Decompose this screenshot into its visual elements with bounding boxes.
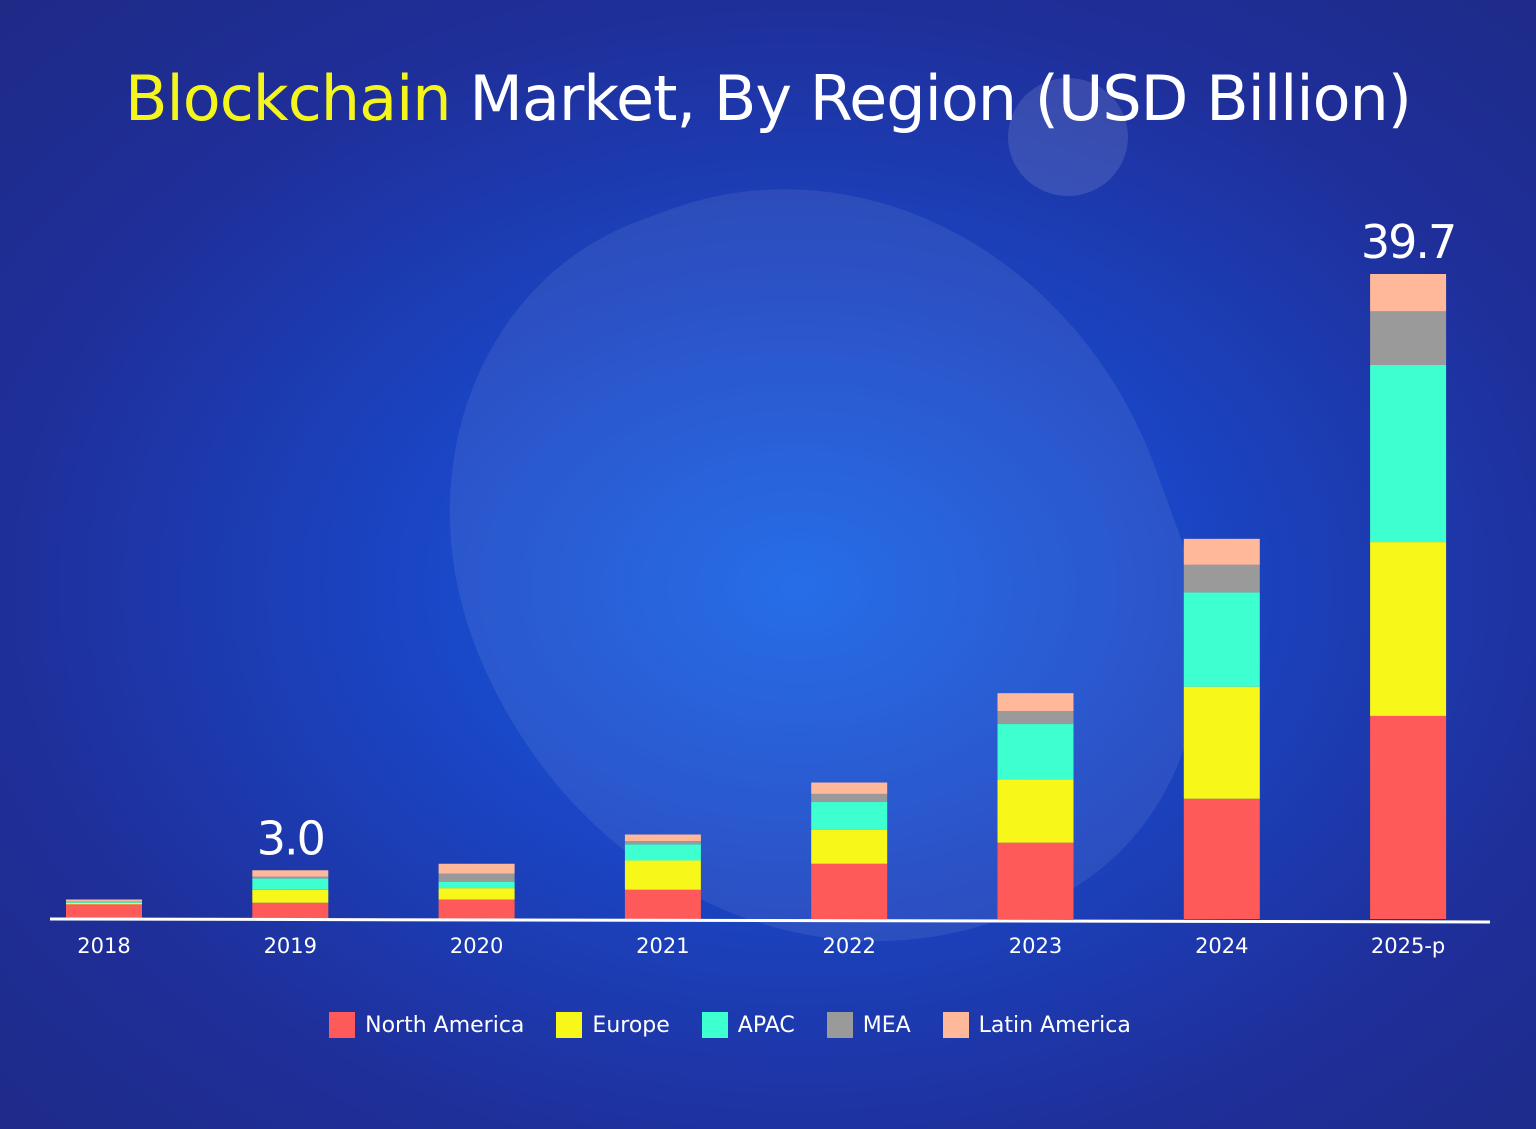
bar-segment-apac-2025-p [1370, 364, 1447, 543]
bar-segment-latin-america-2018 [66, 899, 142, 902]
legend-item: APAC [701, 1012, 795, 1038]
legend-label: Latin America [978, 1012, 1131, 1038]
bar-segment-latin-america-2024 [1183, 538, 1260, 565]
bar-segment-apac-2021 [624, 844, 701, 861]
legend-label: North America [365, 1012, 525, 1038]
legend-item: North America [329, 1012, 524, 1038]
bar-segment-europe-2022 [811, 829, 888, 864]
bar-segment-apac-2019 [252, 878, 329, 890]
legend-label: APAC [737, 1012, 795, 1038]
decorative-circle [1008, 78, 1128, 196]
bar-segment-apac-2022 [811, 802, 888, 830]
bar-segment-latin-america-2023 [997, 693, 1074, 712]
bar-segment-north-america-2018 [66, 904, 142, 919]
bar-segment-latin-america-2025-p [1370, 274, 1447, 312]
x-tick-label: 2021 [636, 934, 689, 958]
legend-item: MEA [826, 1012, 911, 1038]
bar-segment-latin-america-2021 [624, 834, 701, 842]
x-tick-label: 2018 [77, 934, 130, 958]
bar-segment-europe-2018 [66, 902, 142, 905]
data-label: 3.0 [257, 811, 324, 865]
x-tick-label: 2022 [822, 934, 875, 958]
legend-swatch [942, 1012, 969, 1038]
title-highlight: Blockchain [125, 62, 452, 135]
bar-segment-north-america-2025-p [1370, 715, 1447, 919]
data-label: 39.7 [1361, 215, 1455, 269]
title-rest: Market, By Region (USD Billion) [469, 62, 1412, 135]
bar-segment-apac-2020 [438, 881, 515, 889]
bar-segment-mea-2023 [997, 711, 1074, 725]
x-tick-label: 2019 [264, 934, 317, 958]
bar-segment-apac-2018 [66, 901, 142, 903]
bar-segment-north-america-2022 [811, 863, 888, 919]
bar-segment-latin-america-2022 [811, 782, 888, 794]
bar-segment-north-america-2021 [624, 889, 701, 919]
bar-segment-apac-2023 [997, 724, 1074, 780]
x-tick-label: 2025-p [1371, 934, 1445, 958]
bar-segment-apac-2024 [1183, 592, 1260, 687]
bar-segment-north-america-2020 [438, 899, 515, 919]
bar-segment-mea-2019 [252, 876, 329, 879]
legend-swatch [329, 1012, 356, 1038]
x-tick-label: 2020 [450, 934, 503, 958]
legend-label: Europe [592, 1012, 670, 1038]
x-tick-label: 2024 [1195, 934, 1248, 958]
bar-segment-mea-2025-p [1370, 311, 1447, 365]
bar-segment-latin-america-2019 [252, 870, 329, 877]
legend-label: MEA [862, 1012, 911, 1038]
bar-segment-north-america-2024 [1183, 798, 1260, 919]
x-axis-line [49, 917, 1491, 924]
bar-segment-europe-2023 [997, 779, 1074, 843]
legend: North America Europe APAC MEA Latin America [0, 1012, 1460, 1038]
bar-segment-mea-2021 [624, 841, 701, 845]
bar-segment-north-america-2019 [252, 902, 329, 919]
bar-segment-europe-2025-p [1370, 542, 1447, 716]
chart-title: Blockchain Market, By Region (USD Billio… [0, 62, 1536, 135]
bar-segment-north-america-2023 [997, 842, 1074, 919]
legend-swatch [701, 1012, 728, 1038]
bar-segment-europe-2020 [438, 888, 515, 900]
bar-segment-mea-2020 [438, 873, 515, 882]
bar-segment-mea-2022 [811, 793, 888, 803]
legend-swatch [826, 1012, 853, 1038]
bar-segment-europe-2021 [624, 860, 701, 890]
legend-swatch [556, 1012, 583, 1038]
bar-segment-europe-2024 [1183, 686, 1260, 799]
bar-segment-europe-2019 [252, 889, 329, 903]
x-tick-label: 2023 [1009, 934, 1062, 958]
legend-item: Latin America [942, 1012, 1131, 1038]
bar-segment-mea-2024 [1183, 564, 1260, 593]
bar-segment-latin-america-2020 [438, 863, 515, 874]
legend-item: Europe [556, 1012, 670, 1038]
